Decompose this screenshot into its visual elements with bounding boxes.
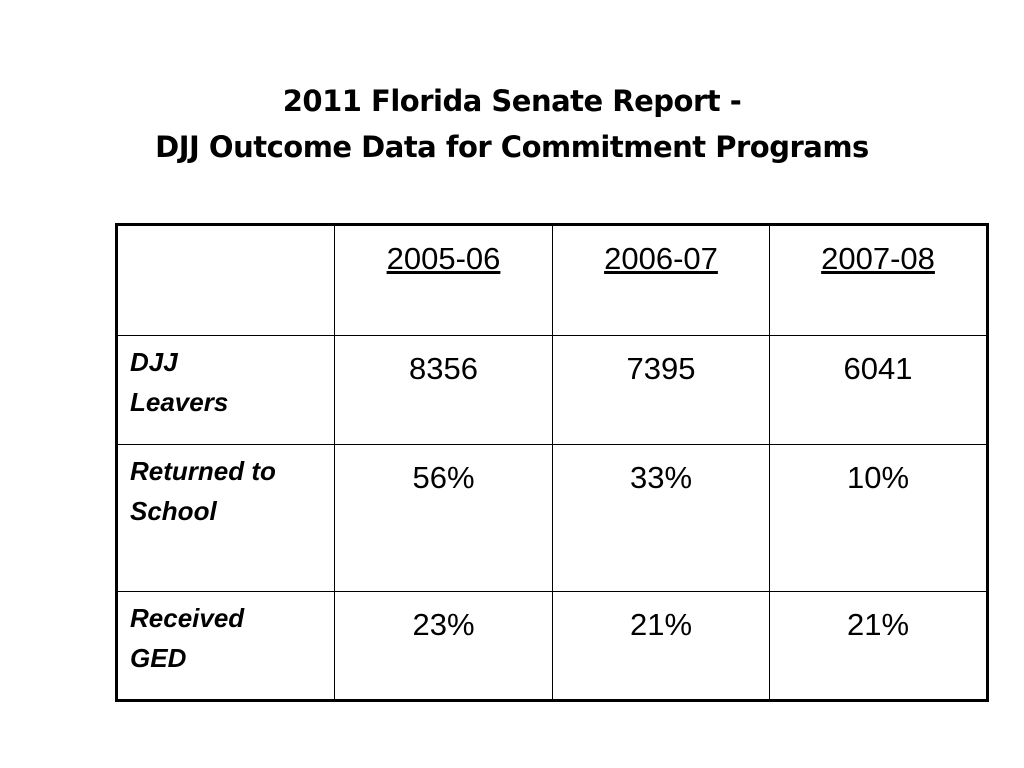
value-cell: 21% [769,591,988,701]
column-header-cell: 2005-06 [334,224,553,336]
row-label-line-2: School [130,496,217,526]
title-line-1: 2011 Florida Senate Report - [282,84,742,118]
row-label-received-ged: Received GED [118,592,334,678]
value-cell: 6041 [769,335,988,445]
column-header-cell: 2006-07 [552,224,770,336]
outcome-data-table: 2005-06 2006-07 2007-08 DJJ Leavers 8356… [115,223,989,702]
table-row: Returned to School 56% 33% 10% [116,444,988,592]
cell-value: 21% [846,607,910,642]
row-label-line-1: DJJ [130,347,178,377]
row-label-line-2: Leavers [130,387,229,417]
column-header-2007-08: 2007-08 [821,241,935,276]
cell-value: 33% [629,460,693,495]
cell-value: 8356 [409,351,478,386]
page-title: 2011 Florida Senate Report - DJJ Outcome… [0,78,1024,170]
cell-value: 56% [412,460,475,495]
row-label-cell: Received GED [116,591,335,701]
value-cell: 7395 [552,335,770,445]
table-header-row: 2005-06 2006-07 2007-08 [116,224,988,336]
column-header-2005-06: 2005-06 [386,241,501,276]
value-cell: 10% [769,444,988,592]
row-label-line-2: GED [130,643,187,673]
row-label-cell: Returned to School [116,444,335,592]
cell-value: 7395 [626,351,696,386]
row-label-returned-to-school: Returned to School [118,445,334,531]
cell-value: 6041 [843,351,913,386]
cell-value: 23% [412,607,475,642]
row-label-djj-leavers: DJJ Leavers [118,336,334,422]
cell-value: 21% [629,607,693,642]
row-label-cell: DJJ Leavers [116,335,335,445]
value-cell: 33% [552,444,770,592]
title-line-2: DJJ Outcome Data for Commitment Programs [155,130,869,164]
table-corner-cell [116,224,335,336]
value-cell: 56% [334,444,553,592]
row-label-line-1: Returned to [130,456,276,486]
value-cell: 23% [334,591,553,701]
value-cell: 8356 [334,335,553,445]
table-row: DJJ Leavers 8356 7395 6041 [116,335,988,445]
column-header-2006-07: 2006-07 [604,241,718,276]
row-label-line-1: Received [130,603,245,633]
table-row: Received GED 23% 21% 21% [116,591,988,701]
value-cell: 21% [552,591,770,701]
cell-value: 10% [846,460,910,495]
column-header-cell: 2007-08 [769,224,988,336]
